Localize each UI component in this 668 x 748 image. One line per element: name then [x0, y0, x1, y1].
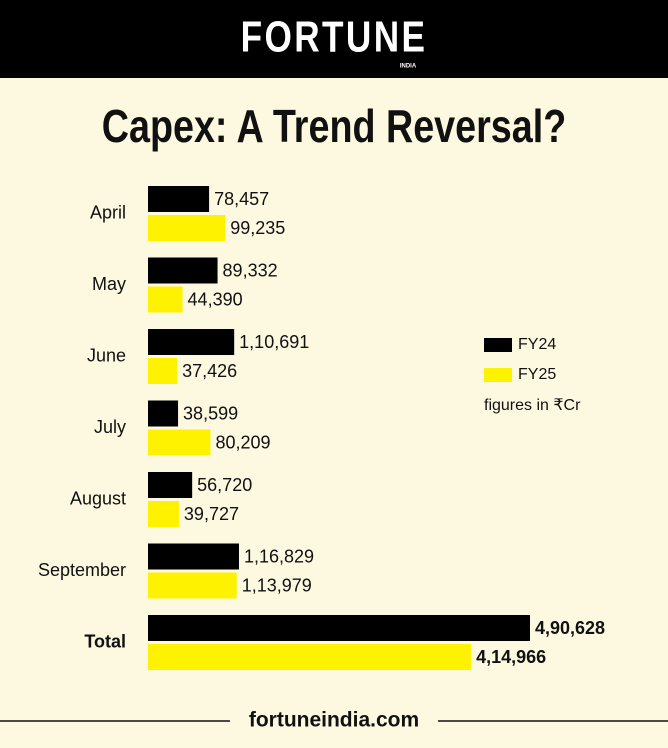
value-label: 78,457: [214, 189, 269, 209]
value-label: 37,426: [182, 361, 237, 381]
chart-title: Capex: A Trend Reversal?: [102, 101, 567, 152]
brand-sub: INDIA: [400, 64, 417, 70]
bar: [148, 429, 211, 456]
category-label: July: [94, 417, 126, 437]
category-label: June: [87, 345, 126, 365]
bar: [148, 572, 237, 599]
value-label: 1,13,979: [242, 575, 312, 595]
source: fortuneindia.com: [249, 709, 419, 732]
category-label: May: [92, 274, 126, 294]
bar: [148, 472, 193, 498]
category-label: Total: [84, 631, 126, 651]
category-label: September: [38, 560, 126, 580]
value-label: 4,90,628: [535, 618, 605, 638]
brand: FORTUNE: [241, 13, 428, 62]
bar: [148, 358, 178, 384]
value-label: 4,14,966: [476, 647, 546, 667]
bar: [148, 286, 183, 313]
bar: [148, 257, 218, 284]
bar: [148, 644, 472, 670]
value-label: 39,727: [184, 504, 239, 524]
legend-label: FY24: [518, 336, 556, 353]
category-label: August: [70, 488, 126, 508]
value-label: 1,16,829: [244, 546, 314, 566]
value-label: 38,599: [183, 403, 238, 423]
bar: [148, 400, 179, 427]
value-label: 1,10,691: [239, 332, 309, 352]
bar: [148, 186, 210, 212]
bar: [148, 501, 179, 527]
value-label: 56,720: [197, 475, 252, 495]
note: figures in ₹Cr: [484, 397, 581, 414]
legend-swatch: [484, 368, 512, 382]
legend-swatch: [484, 338, 512, 352]
value-label: 89,332: [223, 260, 278, 280]
bar: [148, 615, 530, 641]
value-label: 99,235: [230, 218, 285, 238]
value-label: 44,390: [188, 289, 243, 309]
bar: [148, 329, 235, 355]
bar: [148, 215, 226, 241]
legend-label: FY25: [518, 366, 556, 383]
value-label: 80,209: [215, 432, 270, 452]
bar: [148, 543, 239, 570]
category-label: April: [90, 202, 126, 222]
header-band: [0, 0, 668, 78]
